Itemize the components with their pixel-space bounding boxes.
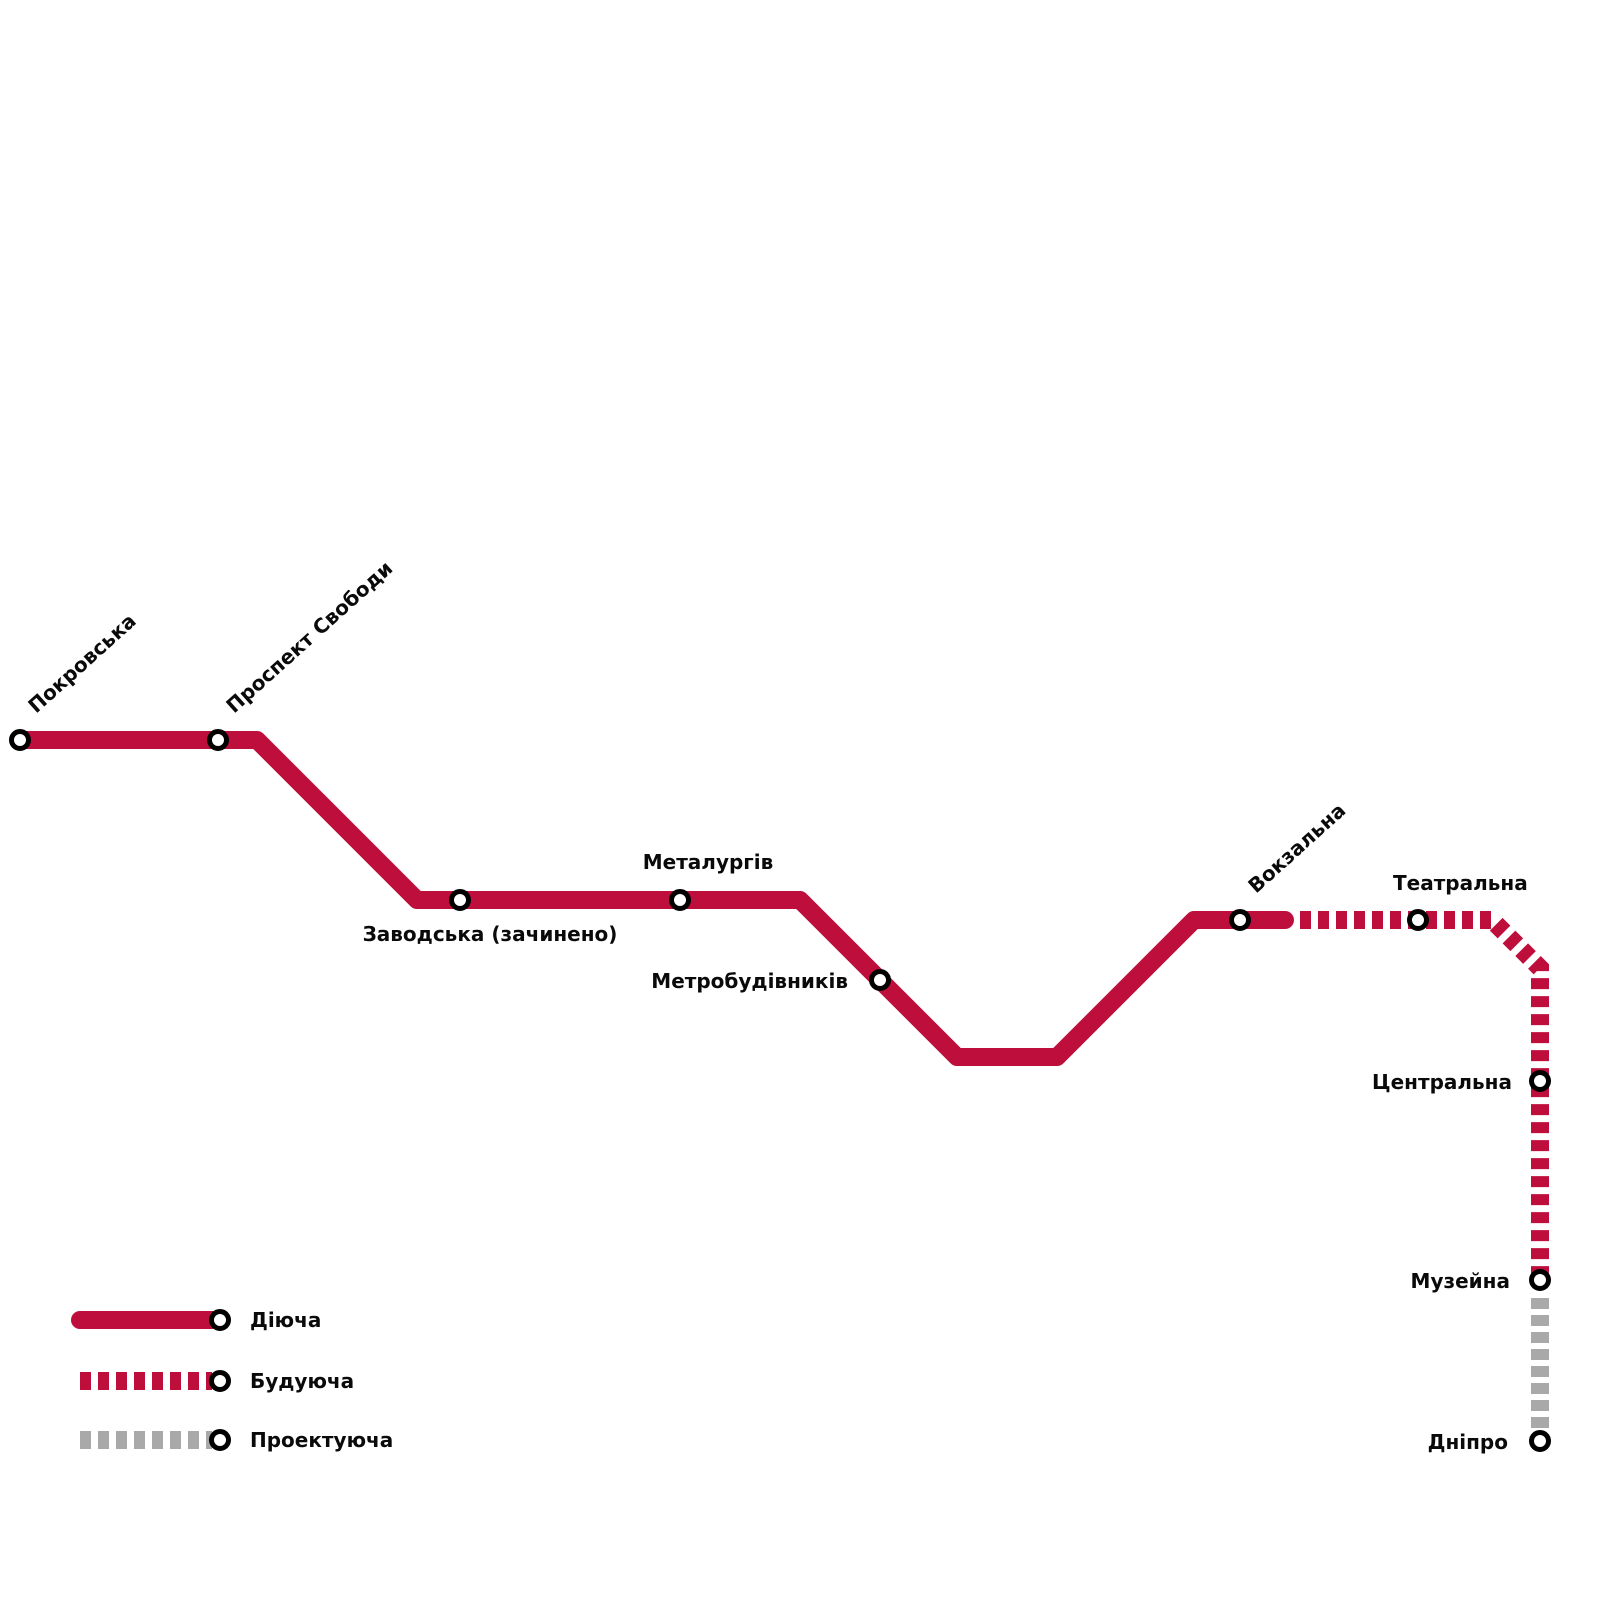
station-label: Музейна [1411,1269,1510,1293]
legend-label: Діюча [250,1308,321,1332]
station-marker [1529,1430,1551,1452]
station-marker [1407,909,1429,931]
station-label: Дніпро [1428,1430,1508,1454]
line-segment-active [11,731,1294,1066]
station-label: Центральна [1372,1070,1512,1094]
line-segment-under-construction [1300,911,1549,1281]
legend-label: Проектуюча [250,1428,393,1452]
station-label: Покровська [23,609,140,718]
station-marker [449,889,471,911]
legend-station-marker [209,1370,231,1392]
station-label: Вокзальна [1243,798,1350,898]
legend-label: Будуюча [250,1369,354,1393]
station-label: Метробудівників [651,969,848,993]
station-marker [869,969,891,991]
legend-station-marker [209,1429,231,1451]
station-marker [1529,1269,1551,1291]
legend-station-marker [209,1309,231,1331]
station-marker [1529,1070,1551,1092]
station-label: Металургів [643,850,774,874]
station-marker [9,729,31,751]
station-label: Театральна [1393,871,1528,895]
station-marker [207,729,229,751]
station-label: Проспект Свободи [221,556,397,718]
station-marker [1229,909,1251,931]
station-label: Заводська (зачинено) [363,922,618,946]
station-marker [669,889,691,911]
